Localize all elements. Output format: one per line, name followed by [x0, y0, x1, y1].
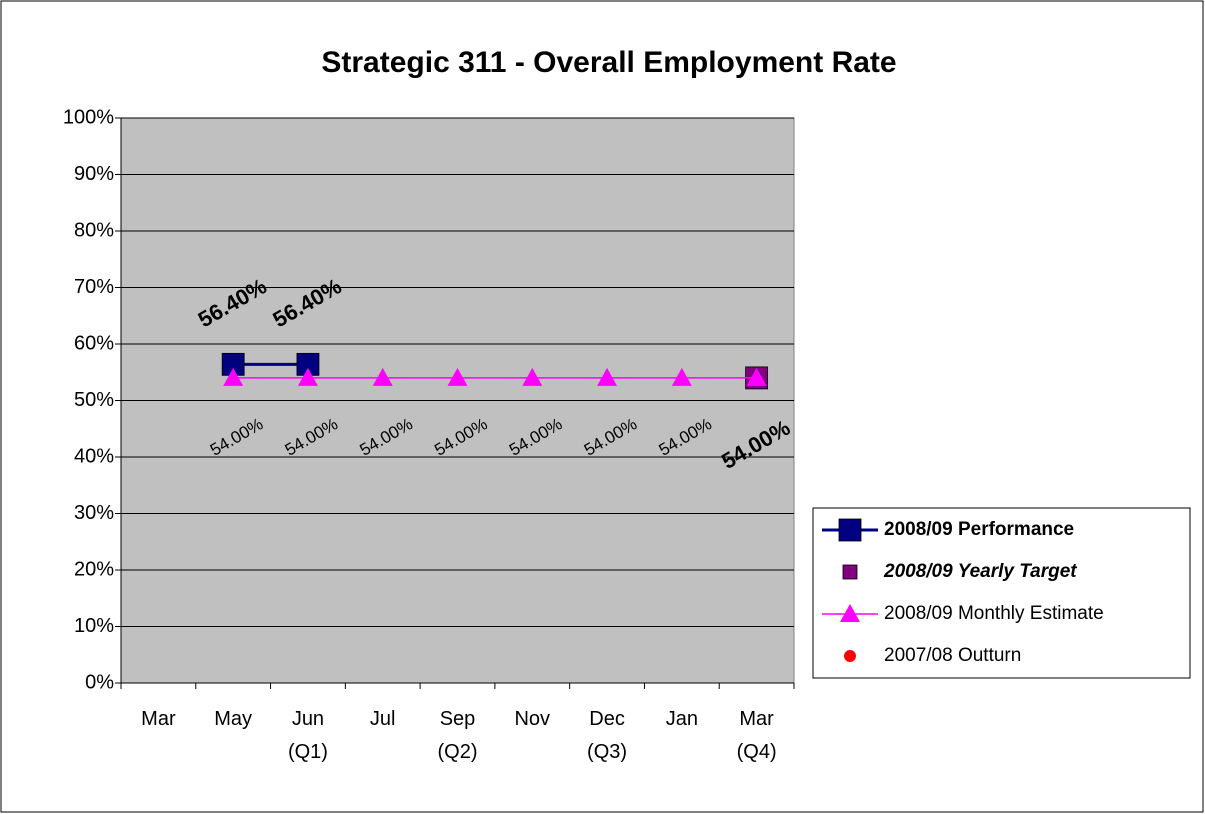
- x-tick-label: Sep (Q2): [438, 708, 478, 763]
- y-tick-label: 0%: [85, 671, 114, 693]
- y-tick-label: 60%: [74, 332, 114, 354]
- y-tick-label: 10%: [74, 615, 114, 637]
- y-tick-label: 50%: [74, 389, 114, 411]
- legend-label: 2008/09 Performance: [884, 519, 1074, 540]
- marker: [447, 367, 468, 386]
- x-tick-label: Jun (Q1): [288, 708, 328, 763]
- y-tick-label: 100%: [63, 106, 114, 128]
- chart-title: Strategic 311 - Overall Employment Rate: [321, 46, 896, 79]
- x-tick-label: Mar: [141, 708, 176, 730]
- legend-marker: [838, 518, 862, 542]
- y-tick-label: 90%: [74, 163, 114, 185]
- legend-label: 2008/09 Yearly Target: [883, 561, 1077, 582]
- x-tick-label: Jan: [666, 708, 698, 730]
- y-tick-label: 30%: [74, 502, 114, 524]
- x-tick-label: Jul: [370, 708, 396, 730]
- legend-label: 2008/09 Monthly Estimate: [884, 603, 1104, 624]
- marker: [671, 367, 692, 386]
- marker: [746, 367, 767, 386]
- legend-box: [812, 507, 1191, 679]
- legend-marker: [844, 650, 856, 662]
- grid: [121, 117, 794, 684]
- x-tick-label: Dec (Q3): [587, 708, 627, 763]
- marker: [297, 367, 318, 386]
- x-tick-label: May: [214, 708, 252, 730]
- y-tick-label: 20%: [74, 558, 114, 580]
- x-tick-label: Nov: [514, 708, 550, 730]
- marker: [372, 367, 393, 386]
- y-tick-label: 80%: [74, 219, 114, 241]
- y-tick-label: 70%: [74, 276, 114, 298]
- marker: [223, 367, 244, 386]
- legend-marker: [840, 604, 860, 622]
- marker: [597, 367, 618, 386]
- x-tick-label: Mar (Q4): [737, 708, 777, 763]
- y-tick-label: 40%: [74, 445, 114, 467]
- legend-label: 2007/08 Outturn: [884, 645, 1021, 666]
- marker: [522, 367, 543, 386]
- legend-marker: [842, 564, 858, 580]
